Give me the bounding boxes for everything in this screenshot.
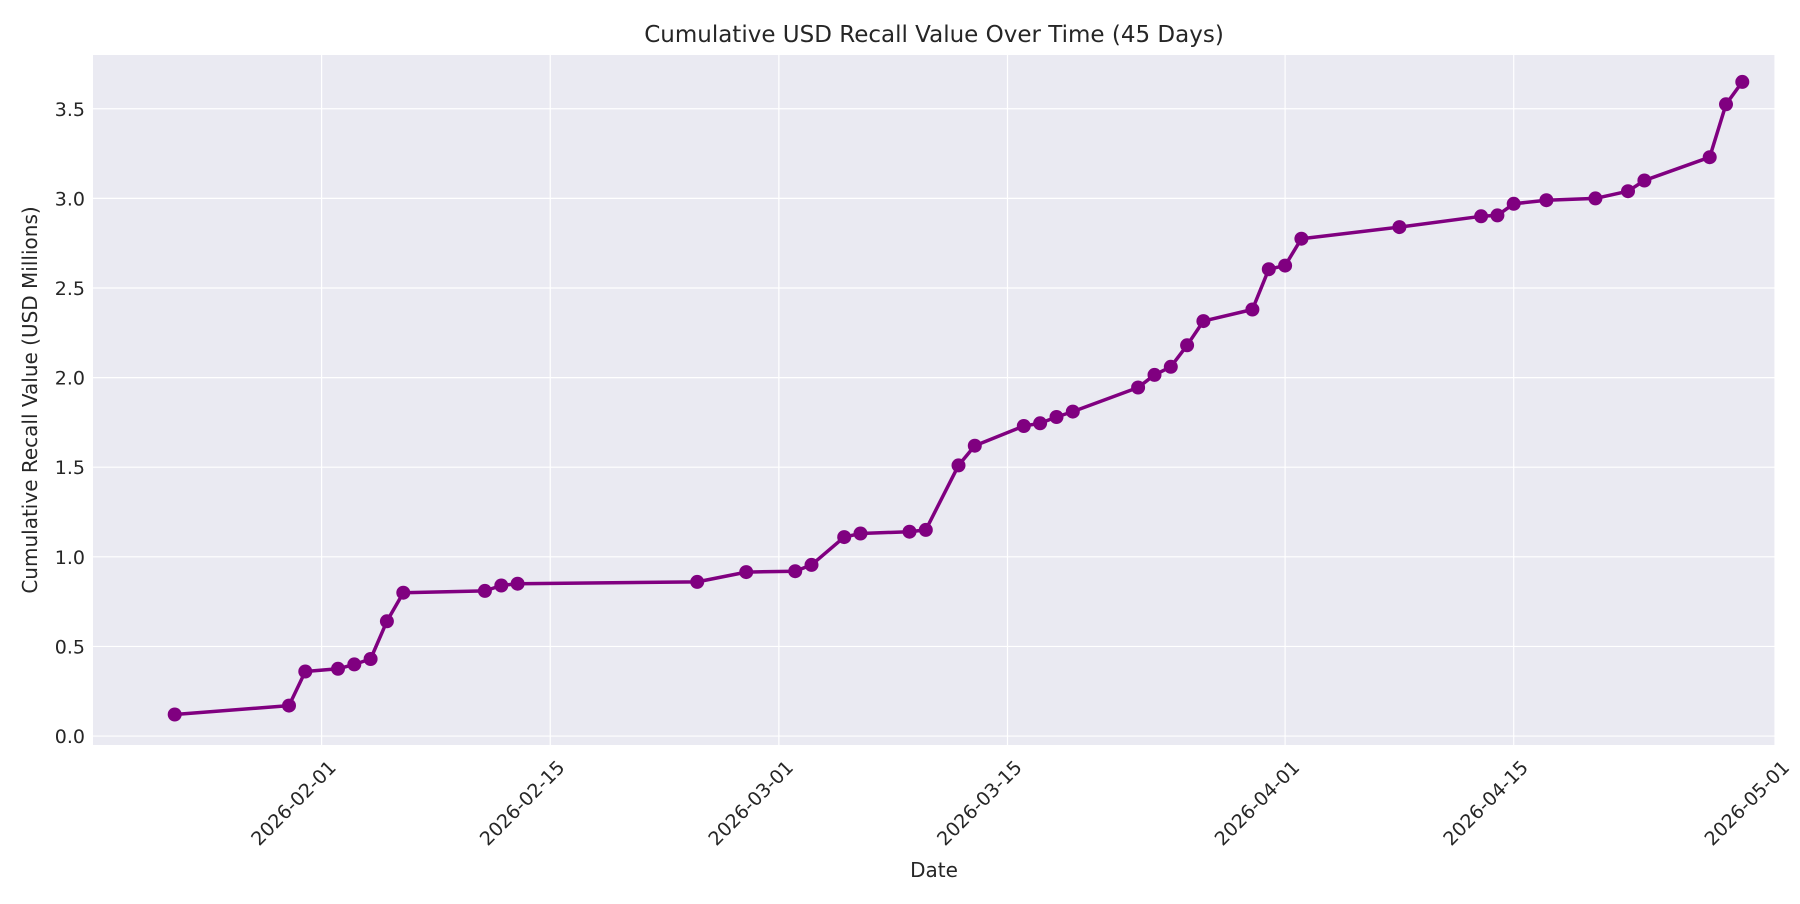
data-point [837, 530, 852, 545]
data-point [1392, 220, 1407, 235]
data-point [1637, 173, 1652, 188]
y-tick-label: 2.0 [55, 368, 85, 390]
y-tick-label: 2.5 [55, 278, 85, 300]
data-point [1539, 193, 1554, 208]
data-point [1588, 191, 1603, 206]
data-point [1016, 419, 1031, 433]
x-tick-label: 2026-03-01 [704, 757, 798, 851]
data-point [951, 458, 966, 473]
x-tick-label: 2026-04-15 [1439, 757, 1533, 851]
data-point [1490, 208, 1505, 223]
data-point [788, 564, 803, 579]
data-point [1474, 209, 1489, 224]
data-point [1506, 196, 1521, 211]
y-tick-label: 1.0 [55, 547, 85, 569]
data-point [331, 661, 345, 676]
data-point [1735, 74, 1750, 89]
data-point [1065, 404, 1080, 419]
x-tick-label: 2026-02-15 [476, 757, 570, 851]
data-point [1294, 231, 1309, 246]
data-point [379, 614, 394, 629]
y-tick-label: 0.5 [55, 636, 85, 658]
data-markers [167, 74, 1750, 722]
data-point [918, 522, 933, 537]
data-point [347, 657, 362, 672]
data-point [363, 652, 378, 666]
x-tick-label: 2026-03-15 [933, 757, 1027, 851]
data-point [1621, 184, 1635, 199]
data-point [1702, 150, 1717, 165]
data-point [1719, 97, 1733, 112]
data-point [282, 698, 296, 713]
data-point [396, 585, 411, 600]
chart-title: Cumulative USD Recall Value Over Time (4… [644, 22, 1224, 48]
data-point [298, 664, 313, 679]
data-point [1147, 367, 1162, 382]
data-point [1245, 302, 1260, 317]
x-tick-label: 2026-05-01 [1701, 757, 1795, 851]
data-point [1196, 314, 1211, 329]
y-tick-label: 3.5 [55, 99, 85, 121]
x-axis-label: Date [910, 858, 958, 882]
data-point [690, 574, 705, 589]
data-point [494, 578, 509, 593]
y-tick-label: 3.0 [55, 188, 85, 210]
x-tick-label: 2026-02-01 [247, 757, 341, 851]
data-point [1131, 380, 1146, 395]
data-point [853, 526, 868, 541]
x-tick-label: 2026-04-01 [1211, 757, 1305, 851]
plot-background [93, 55, 1775, 745]
data-point [1180, 338, 1195, 353]
data-point [477, 583, 492, 598]
data-point [1261, 262, 1276, 277]
data-point [1163, 359, 1178, 374]
data-point [510, 576, 525, 591]
data-point [902, 524, 917, 539]
data-point [1278, 258, 1293, 273]
data-point [804, 557, 819, 572]
data-point [739, 565, 754, 580]
y-tick-label: 1.5 [55, 457, 85, 479]
y-axis-label: Cumulative Recall Value (USD Millions) [18, 206, 42, 593]
data-point [167, 707, 182, 722]
data-point [1049, 410, 1064, 424]
data-point [967, 438, 982, 453]
y-tick-label: 0.0 [55, 726, 85, 748]
grid [93, 55, 1776, 745]
data-point [1033, 416, 1048, 431]
